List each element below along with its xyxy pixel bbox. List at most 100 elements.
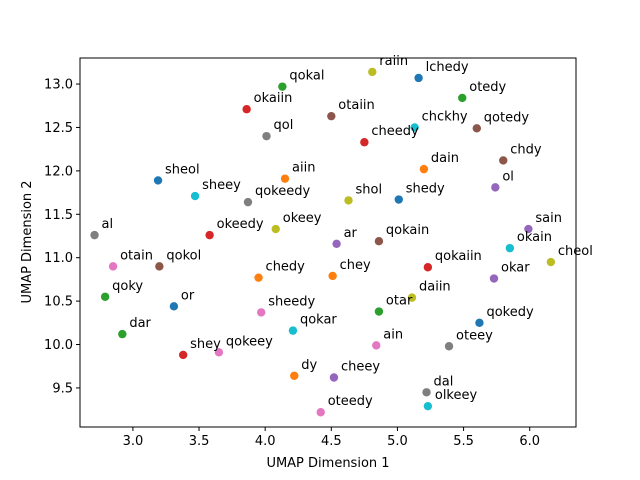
data-point [368,67,377,77]
data-point [410,123,419,132]
data-point-label: shedy [406,182,445,197]
data-point-label: olkeey [435,388,478,403]
data-point [499,156,508,165]
y-tick-label: 12.0 [44,164,73,179]
data-point-label: shol [356,182,383,197]
data-point-label: qokeedy [255,184,311,199]
data-point [423,401,433,411]
data-point-label: cheey [341,360,380,375]
data-point-label: ol [502,169,514,184]
data-point [262,131,271,141]
data-point [360,138,369,147]
data-point-label: chedy [266,260,306,275]
data-point [327,111,336,121]
data-point-label: ar [344,226,358,241]
data-point-label: or [181,288,195,303]
data-point-label: okar [501,261,530,276]
data-point [328,271,337,281]
data-point [419,164,429,174]
data-point-label: lchedy [426,60,469,75]
data-point [372,341,381,350]
data-point [344,196,353,205]
data-point [472,124,481,133]
data-point-label: sheol [165,162,200,177]
y-tick-label: 9.5 [52,381,73,396]
y-tick-label: 10.5 [44,295,73,310]
data-point [414,73,423,83]
y-tick-label: 11.5 [44,208,73,223]
data-point-label: al [102,217,114,232]
y-axis-title: UMAP Dimension 2 [20,180,35,303]
data-point [169,302,179,311]
data-point [257,308,266,317]
data-point-label: okeey [283,211,322,226]
data-point-label: qoky [112,279,143,294]
data-point [288,326,298,335]
x-tick-label: 3.0 [123,434,144,449]
data-point [374,307,384,316]
data-point-label: otar [386,294,413,309]
point-labels: raiin lchedy qokal otedy okaiin otaiin chckhy q… [102,54,593,409]
data-point-label: dal [434,374,454,389]
data-point-label: qokol [166,248,201,263]
axis-ticks: 3.0 3.5 4.0 4.5 5.0 5.5 6.0 9.5 10.0 10.5 11.0 11.5… [44,78,540,449]
data-point [153,176,163,185]
data-point [546,257,556,267]
data-point [108,262,118,271]
data-point-label: otain [120,248,153,263]
data-point [329,373,339,382]
data-point [374,236,384,246]
data-point [100,292,110,301]
data-point-label: otaiin [338,98,374,113]
data-point-label: sain [535,211,562,226]
data-point [243,197,253,207]
data-point-label: qokeey [226,334,273,349]
data-point [475,318,484,328]
data-point [280,174,290,183]
data-point [214,348,224,357]
data-point-label: qokal [289,69,324,84]
data-point-label: chdy [510,142,542,157]
data-point [290,371,299,380]
data-point-label: cheedy [371,124,419,139]
data-point [422,388,431,397]
data-point [394,195,403,204]
data-point [278,82,287,91]
data-point-label: chckhy [422,109,468,124]
data-point [489,274,499,283]
data-point [491,183,500,192]
data-point [178,350,188,360]
x-tick-label: 4.5 [321,434,342,449]
y-tick-label: 12.5 [44,121,73,136]
data-points [90,67,556,417]
data-point-label: qokain [386,223,429,238]
data-point [155,262,164,271]
data-point [190,191,200,201]
data-point-label: dain [431,151,459,166]
y-tick-label: 11.0 [44,251,73,266]
data-point [423,263,433,272]
data-point [271,224,280,234]
y-tick-label: 10.0 [44,338,73,353]
data-point [242,105,251,114]
data-point [458,93,467,103]
data-point-label: qokar [300,313,337,328]
data-point-label: oteedy [328,394,373,409]
data-point-label: sheedy [268,294,315,309]
x-tick-label: 4.0 [255,434,276,449]
x-tick-label: 5.5 [453,434,474,449]
data-point-label: aiin [292,161,315,176]
data-point [254,273,263,282]
x-tick-label: 5.0 [387,434,408,449]
data-point [444,342,454,351]
data-point-label: sheey [202,178,241,193]
y-tick-label: 13.0 [44,78,73,93]
data-point-label: shey [190,337,221,352]
data-point [205,230,214,240]
data-point-label: qokedy [486,305,534,320]
data-point-label: ain [383,327,403,342]
data-point [505,243,515,253]
data-point-label: chey [340,258,371,273]
data-point [90,230,99,240]
